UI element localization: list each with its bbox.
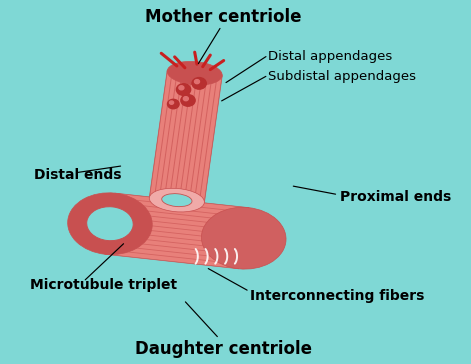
Polygon shape: [149, 71, 222, 203]
Ellipse shape: [202, 207, 286, 269]
Circle shape: [195, 80, 200, 84]
Ellipse shape: [162, 194, 192, 207]
Text: Mother centriole: Mother centriole: [146, 8, 302, 26]
Circle shape: [177, 84, 191, 95]
Text: Interconnecting fibers: Interconnecting fibers: [251, 289, 425, 303]
Text: Microtubule triplet: Microtubule triplet: [30, 278, 177, 292]
Circle shape: [192, 78, 206, 89]
Text: Distal ends: Distal ends: [34, 168, 122, 182]
Text: Daughter centriole: Daughter centriole: [135, 340, 312, 358]
Circle shape: [168, 99, 179, 109]
Circle shape: [179, 86, 184, 90]
Text: Subdistal appendages: Subdistal appendages: [268, 70, 416, 83]
Circle shape: [183, 96, 188, 101]
Circle shape: [181, 95, 195, 106]
Circle shape: [170, 101, 174, 104]
Ellipse shape: [87, 207, 133, 241]
Ellipse shape: [68, 193, 152, 254]
Ellipse shape: [149, 188, 204, 212]
Text: Proximal ends: Proximal ends: [340, 190, 451, 203]
Ellipse shape: [167, 62, 222, 85]
Polygon shape: [105, 193, 249, 269]
Text: Distal appendages: Distal appendages: [268, 50, 392, 63]
